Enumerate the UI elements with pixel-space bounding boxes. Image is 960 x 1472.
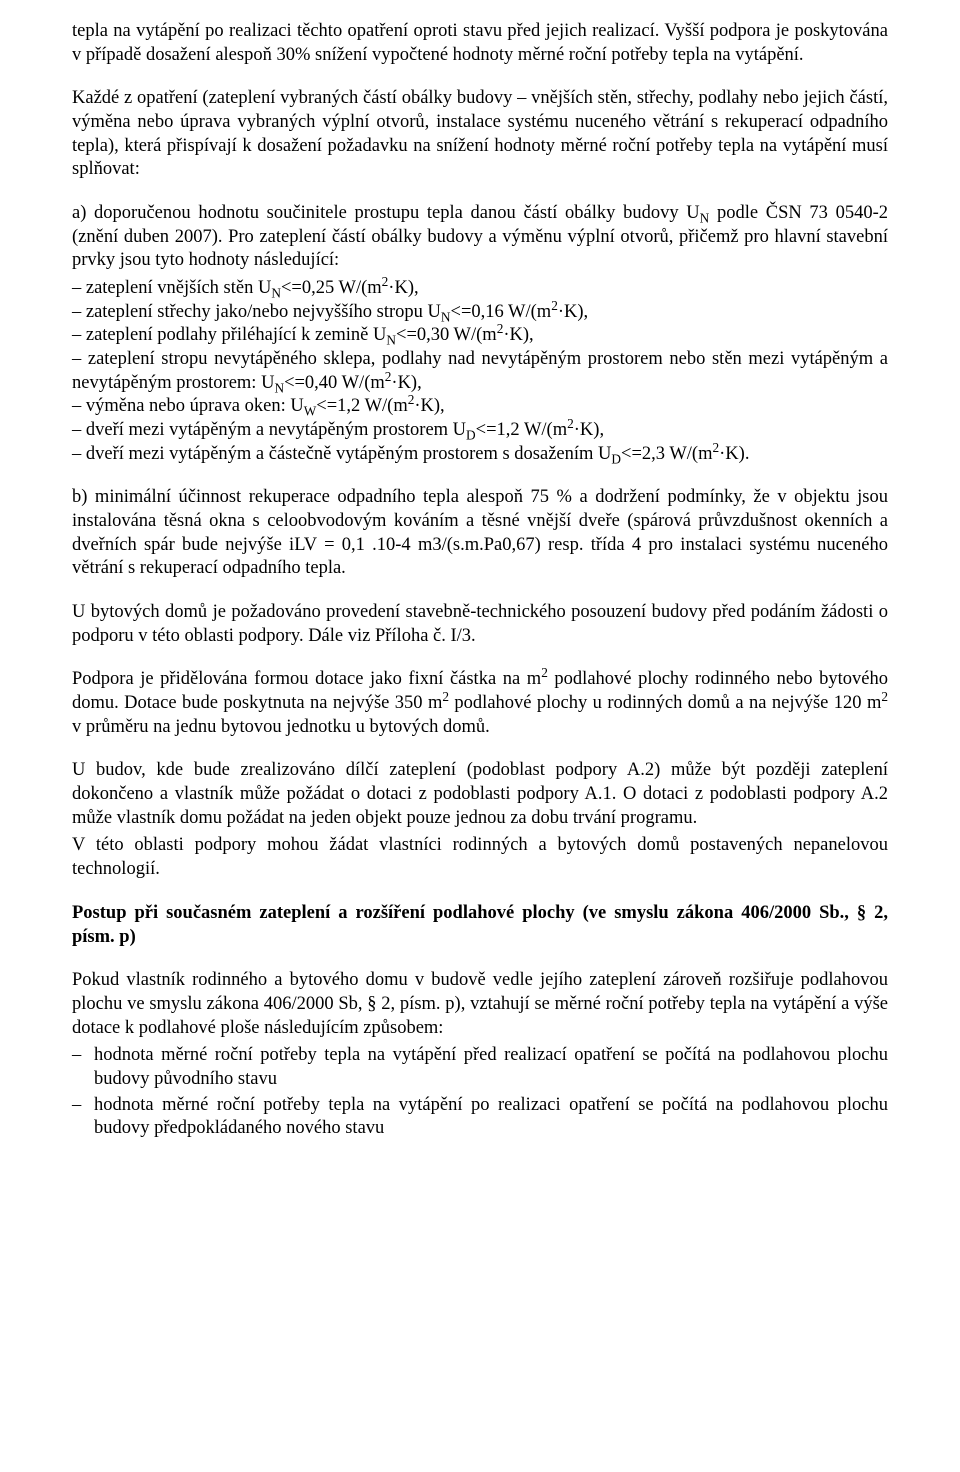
text: – zateplení podlahy přiléhající k zemině… [72, 325, 386, 345]
text: ·K). [719, 444, 749, 464]
text: Podpora je přidělována formou dotace jak… [72, 669, 541, 689]
paragraph: U budov, kde bude zrealizováno dílčí zat… [72, 759, 888, 830]
paragraph: Každé z opatření (zateplení vybraných čá… [72, 87, 888, 182]
text: <=2,3 W/(m [621, 444, 712, 464]
list-item: – dveří mezi vytápěným a částečně vytápě… [72, 443, 888, 467]
paragraph: Podpora je přidělována formou dotace jak… [72, 668, 888, 739]
superscript: 2 [881, 689, 888, 704]
dash-icon: – [72, 1094, 94, 1141]
paragraph: b) minimální účinnost rekuperace odpadní… [72, 486, 888, 581]
text: – zateplení střechy jako/nebo nejvyššího… [72, 302, 441, 322]
text: – dveří mezi vytápěným a částečně vytápě… [72, 444, 611, 464]
subscript: D [466, 428, 476, 443]
subscript: N [441, 309, 451, 324]
text: – dveří mezi vytápěným a nevytápěným pro… [72, 420, 466, 440]
text: ·K), [558, 302, 588, 322]
subscript: D [611, 451, 621, 466]
dash-list: – hodnota měrné roční potřeby tepla na v… [72, 1044, 888, 1141]
text: hodnota měrné roční potřeby tepla na vyt… [94, 1044, 888, 1091]
subscript: N [274, 380, 284, 395]
list-item: – dveří mezi vytápěným a nevytápěným pro… [72, 419, 888, 443]
text: ·K), [574, 420, 604, 440]
text: <=0,25 W/(m [281, 278, 382, 298]
dash-icon: – [72, 1044, 94, 1091]
dash-list-item: – hodnota měrné roční potřeby tepla na v… [72, 1094, 888, 1141]
list-item: – zateplení střechy jako/nebo nejvyššího… [72, 301, 888, 325]
paragraph: tepla na vytápění po realizaci těchto op… [72, 20, 888, 67]
subscript: W [304, 404, 317, 419]
text: <=1,2 W/(m [476, 420, 567, 440]
text: – zateplení vnějších stěn U [72, 278, 271, 298]
dash-list-item: – hodnota měrné roční potřeby tepla na v… [72, 1044, 888, 1091]
superscript: 2 [567, 416, 574, 431]
heading: Postup při současném zateplení a rozšíře… [72, 902, 888, 949]
superscript: 2 [551, 298, 558, 313]
superscript: 2 [541, 665, 548, 680]
list-item: – zateplení vnějších stěn UN<=0,25 W/(m2… [72, 277, 888, 301]
paragraph: V této oblasti podpory mohou žádat vlast… [72, 834, 888, 881]
text: <=0,30 W/(m [396, 325, 497, 345]
list-item: – výměna nebo úprava oken: UW<=1,2 W/(m2… [72, 395, 888, 419]
text: ·K), [388, 278, 418, 298]
list-item: – zateplení stropu nevytápěného sklepa, … [72, 348, 888, 395]
document-page: tepla na vytápění po realizaci těchto op… [0, 0, 960, 1201]
paragraph: U bytových domů je požadováno provedení … [72, 601, 888, 648]
text: <=0,40 W/(m [284, 373, 385, 393]
text: v průměru na jednu bytovou jednotku u by… [72, 717, 490, 737]
subscript: N [700, 211, 710, 226]
text: ·K), [414, 396, 444, 416]
list-item: – zateplení podlahy přiléhající k zemině… [72, 324, 888, 348]
text: a) doporučenou hodnotu součinitele prost… [72, 203, 700, 223]
text: <=1,2 W/(m [316, 396, 407, 416]
text: <=0,16 W/(m [451, 302, 552, 322]
text: hodnota měrné roční potřeby tepla na vyt… [94, 1094, 888, 1141]
paragraph: Pokud vlastník rodinného a bytového domu… [72, 969, 888, 1040]
subscript: N [271, 286, 281, 301]
text: podlahové plochy u rodinných domů a na n… [449, 693, 881, 713]
paragraph: a) doporučenou hodnotu součinitele prost… [72, 202, 888, 273]
subscript: N [386, 333, 396, 348]
text: – zateplení stropu nevytápěného sklepa, … [72, 349, 888, 393]
text: ·K), [391, 373, 421, 393]
text: – výměna nebo úprava oken: U [72, 396, 304, 416]
text: ·K), [503, 325, 533, 345]
